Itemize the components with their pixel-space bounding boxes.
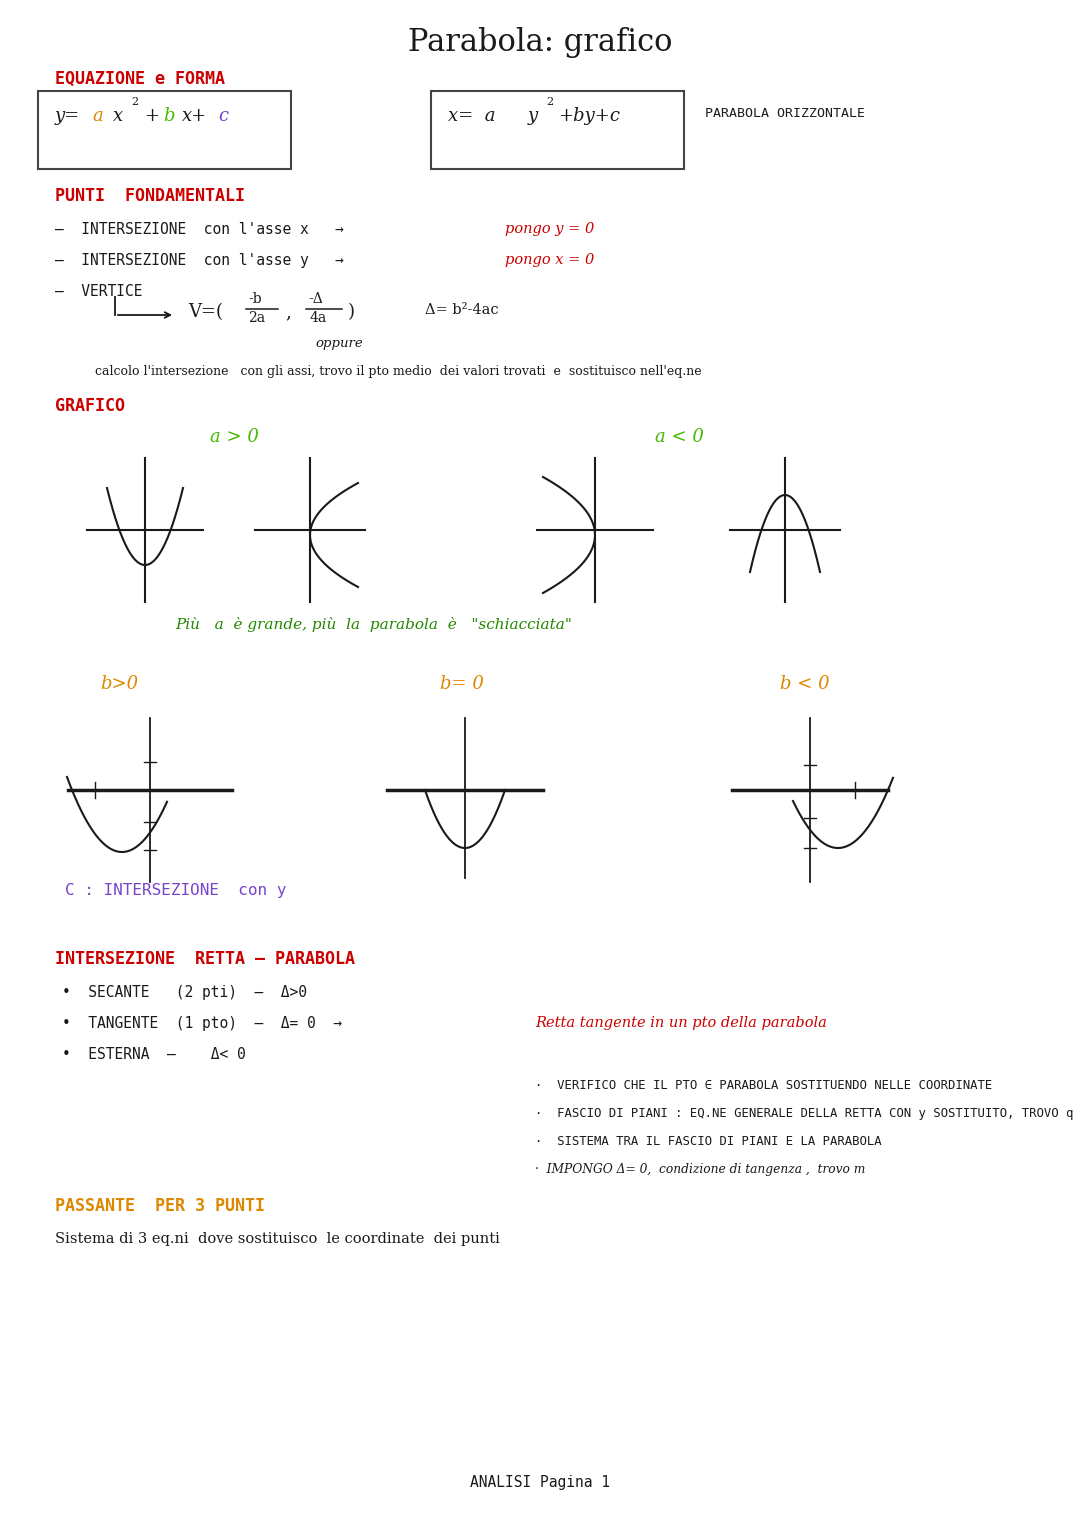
Text: •  SECANTE   (2 pti)  –  Δ>0: • SECANTE (2 pti) – Δ>0 — [62, 985, 307, 1000]
FancyBboxPatch shape — [431, 92, 684, 169]
Text: ·  SISTEMA TRA IL FASCIO DI PIANI E LA PARABOLA: · SISTEMA TRA IL FASCIO DI PIANI E LA PA… — [535, 1135, 881, 1148]
Text: b: b — [163, 107, 175, 125]
Text: c: c — [218, 107, 228, 125]
Text: b= 0: b= 0 — [440, 676, 484, 692]
Text: b < 0: b < 0 — [780, 676, 829, 692]
Text: 2a: 2a — [248, 311, 265, 325]
Text: a < 0: a < 0 — [654, 429, 704, 445]
Text: x+: x+ — [183, 107, 207, 125]
Text: 2: 2 — [131, 98, 138, 107]
Text: –  VERTICE: – VERTICE — [55, 284, 143, 299]
Text: C : INTERSEZIONE  con y: C : INTERSEZIONE con y — [65, 883, 286, 898]
Text: oppure: oppure — [315, 337, 363, 351]
Text: a: a — [92, 107, 103, 125]
Text: 4a: 4a — [310, 311, 327, 325]
Text: y=: y= — [55, 107, 80, 125]
Text: Sistema di 3 eq.ni  dove sostituisco  le coordinate  dei punti: Sistema di 3 eq.ni dove sostituisco le c… — [55, 1232, 500, 1246]
Text: Δ= b²-4ac: Δ= b²-4ac — [426, 303, 499, 317]
Text: –  INTERSEZIONE  con l'asse x   →: – INTERSEZIONE con l'asse x → — [55, 223, 343, 236]
Text: INTERSEZIONE  RETTA – PARABOLA: INTERSEZIONE RETTA – PARABOLA — [55, 950, 355, 968]
Text: –  INTERSEZIONE  con l'asse y   →: – INTERSEZIONE con l'asse y → — [55, 253, 343, 268]
Text: +by+c: +by+c — [558, 107, 620, 125]
Text: -b: -b — [248, 291, 261, 307]
Text: pongo x = 0: pongo x = 0 — [505, 253, 594, 267]
Text: ·  IMPONGO Δ= 0,  condizione di tangenza ,  trovo m: · IMPONGO Δ= 0, condizione di tangenza ,… — [535, 1164, 865, 1176]
Text: a > 0: a > 0 — [210, 429, 259, 445]
Text: pongo y = 0: pongo y = 0 — [505, 223, 594, 236]
Text: PARABOLA ORIZZONTALE: PARABOLA ORIZZONTALE — [705, 107, 865, 120]
Text: ·  FASCIO DI PIANI : EQ.NE GENERALE DELLA RETTA CON y SOSTITUITO, TROVO q: · FASCIO DI PIANI : EQ.NE GENERALE DELLA… — [535, 1107, 1074, 1119]
Text: ·  VERIFICO CHE IL PTO ∈ PARABOLA SOSTITUENDO NELLE COORDINATE: · VERIFICO CHE IL PTO ∈ PARABOLA SOSTITU… — [535, 1080, 993, 1092]
Text: y: y — [528, 107, 538, 125]
FancyBboxPatch shape — [38, 92, 291, 169]
Text: 2: 2 — [546, 98, 553, 107]
Text: GRAFICO: GRAFICO — [55, 396, 125, 415]
Text: +: + — [144, 107, 159, 125]
Text: calcolo l'intersezione   con gli assi, trovo il pto medio  dei valori trovati  e: calcolo l'intersezione con gli assi, tro… — [95, 364, 702, 378]
Text: ,: , — [285, 303, 291, 320]
Text: ANALISI Pagina 1: ANALISI Pagina 1 — [470, 1475, 610, 1490]
Text: PUNTI  FONDAMENTALI: PUNTI FONDAMENTALI — [55, 188, 245, 204]
Text: •  ESTERNA  –    Δ< 0: • ESTERNA – Δ< 0 — [62, 1048, 246, 1061]
Text: b>0: b>0 — [100, 676, 138, 692]
Text: -Δ: -Δ — [308, 291, 323, 307]
Text: Più   a  è grande, più  la  parabola  è   "schiacciata": Più a è grande, più la parabola è "schia… — [175, 618, 572, 631]
Text: ): ) — [348, 303, 355, 320]
Text: EQUAZIONE e FORMA: EQUAZIONE e FORMA — [55, 70, 225, 88]
Text: Parabola: grafico: Parabola: grafico — [408, 27, 672, 58]
Text: Retta tangente in un pto della parabola: Retta tangente in un pto della parabola — [535, 1016, 827, 1029]
Text: x: x — [113, 107, 123, 125]
Text: PASSANTE  PER 3 PUNTI: PASSANTE PER 3 PUNTI — [55, 1197, 265, 1215]
Text: V=(: V=( — [188, 303, 222, 320]
Text: •  TANGENTE  (1 pto)  –  Δ= 0  →: • TANGENTE (1 pto) – Δ= 0 → — [62, 1016, 342, 1031]
Text: x=  a: x= a — [448, 107, 496, 125]
